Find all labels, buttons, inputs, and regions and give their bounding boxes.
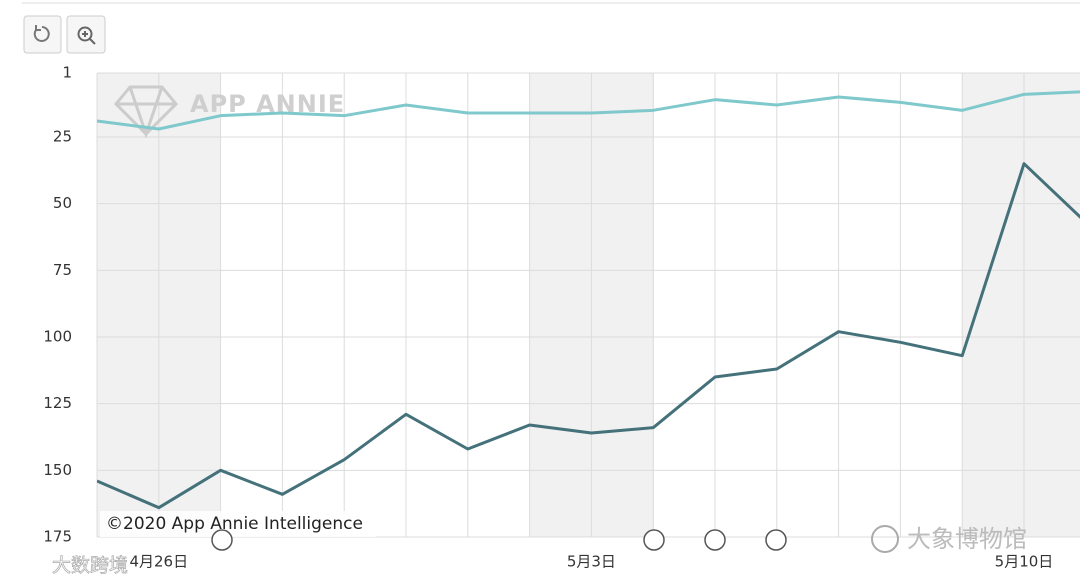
annotation-icon[interactable]	[704, 529, 726, 551]
y-tick-label: 125	[43, 394, 72, 412]
y-tick-label: 100	[43, 328, 72, 346]
source-watermark: 大数跨境	[52, 555, 128, 577]
y-tick-label: 50	[53, 194, 72, 212]
y-tick-label: 150	[43, 461, 72, 479]
weekend-band	[530, 73, 654, 537]
y-tick-label: 1	[62, 64, 72, 82]
series-line	[97, 90, 1080, 131]
x-tick-label: 5月3日	[567, 553, 616, 571]
annotation-icon[interactable]	[765, 529, 787, 551]
weekend-band	[962, 73, 1080, 537]
series-line	[97, 162, 1080, 510]
weekend-bands	[97, 73, 1080, 537]
wechat-icon	[871, 525, 899, 553]
reset-icon	[33, 25, 50, 42]
x-tick-label: 5月10日	[995, 553, 1054, 571]
y-tick-label: 175	[43, 528, 72, 546]
zoom-icon	[77, 26, 93, 42]
y-tick-label: 25	[53, 128, 72, 146]
zoom-icon-lines	[82, 31, 96, 45]
wechat-watermark: 大象博物馆	[907, 525, 1027, 553]
x-tick-label: 4月26日	[129, 553, 188, 571]
brand-logo	[113, 85, 179, 139]
toolbar	[23, 15, 106, 54]
reset-button[interactable]	[23, 15, 62, 54]
copyright: ©2020 App Annie Intelligence	[106, 514, 363, 534]
annotation-icon[interactable]	[211, 529, 233, 551]
annotation-icon[interactable]	[643, 529, 665, 551]
y-tick-label: 75	[53, 261, 72, 279]
annotation-icons	[211, 529, 787, 551]
copyright-bg	[100, 511, 376, 537]
